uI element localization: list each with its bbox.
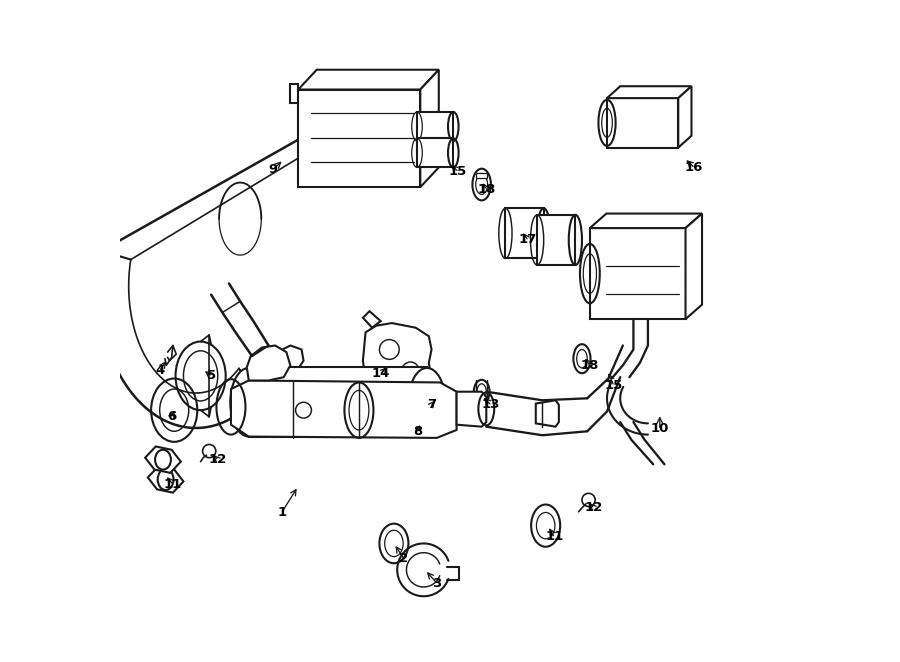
Polygon shape xyxy=(679,86,691,148)
Polygon shape xyxy=(456,392,486,427)
Text: 8: 8 xyxy=(414,425,423,438)
Polygon shape xyxy=(476,173,487,178)
Polygon shape xyxy=(363,311,381,328)
Text: 2: 2 xyxy=(400,552,409,565)
Polygon shape xyxy=(247,346,291,381)
Ellipse shape xyxy=(230,368,267,436)
Text: 14: 14 xyxy=(372,367,390,381)
Text: 3: 3 xyxy=(432,577,441,590)
Ellipse shape xyxy=(409,368,446,436)
Text: 15: 15 xyxy=(449,165,467,178)
Polygon shape xyxy=(411,414,419,420)
Text: 7: 7 xyxy=(427,399,436,411)
Polygon shape xyxy=(420,70,439,187)
Polygon shape xyxy=(607,98,679,148)
Polygon shape xyxy=(536,401,559,427)
Text: 4: 4 xyxy=(155,364,165,377)
Text: 12: 12 xyxy=(585,501,603,514)
Polygon shape xyxy=(248,367,427,436)
Text: 9: 9 xyxy=(268,163,278,176)
Polygon shape xyxy=(590,228,686,319)
Text: 10: 10 xyxy=(651,422,669,435)
Text: 18: 18 xyxy=(580,359,599,372)
Text: 13: 13 xyxy=(482,399,500,411)
Polygon shape xyxy=(417,138,454,167)
Polygon shape xyxy=(363,323,431,397)
Polygon shape xyxy=(686,214,702,319)
Text: 1: 1 xyxy=(277,506,286,519)
Polygon shape xyxy=(231,381,456,438)
Text: 16: 16 xyxy=(685,161,703,174)
Polygon shape xyxy=(607,86,691,98)
Polygon shape xyxy=(298,89,420,187)
Text: 18: 18 xyxy=(477,183,496,196)
Text: 15: 15 xyxy=(605,379,623,392)
Polygon shape xyxy=(145,446,181,473)
Polygon shape xyxy=(537,215,575,265)
Text: 11: 11 xyxy=(545,530,563,544)
Polygon shape xyxy=(264,346,303,376)
Text: 5: 5 xyxy=(207,369,216,383)
Polygon shape xyxy=(417,112,454,141)
Text: 6: 6 xyxy=(166,410,176,423)
Text: 17: 17 xyxy=(518,234,537,246)
Text: 11: 11 xyxy=(164,477,182,491)
Polygon shape xyxy=(148,466,184,493)
Polygon shape xyxy=(298,70,439,89)
Text: 12: 12 xyxy=(209,453,227,466)
Polygon shape xyxy=(240,372,429,435)
Polygon shape xyxy=(590,214,702,228)
Polygon shape xyxy=(291,84,298,103)
Polygon shape xyxy=(506,209,544,258)
